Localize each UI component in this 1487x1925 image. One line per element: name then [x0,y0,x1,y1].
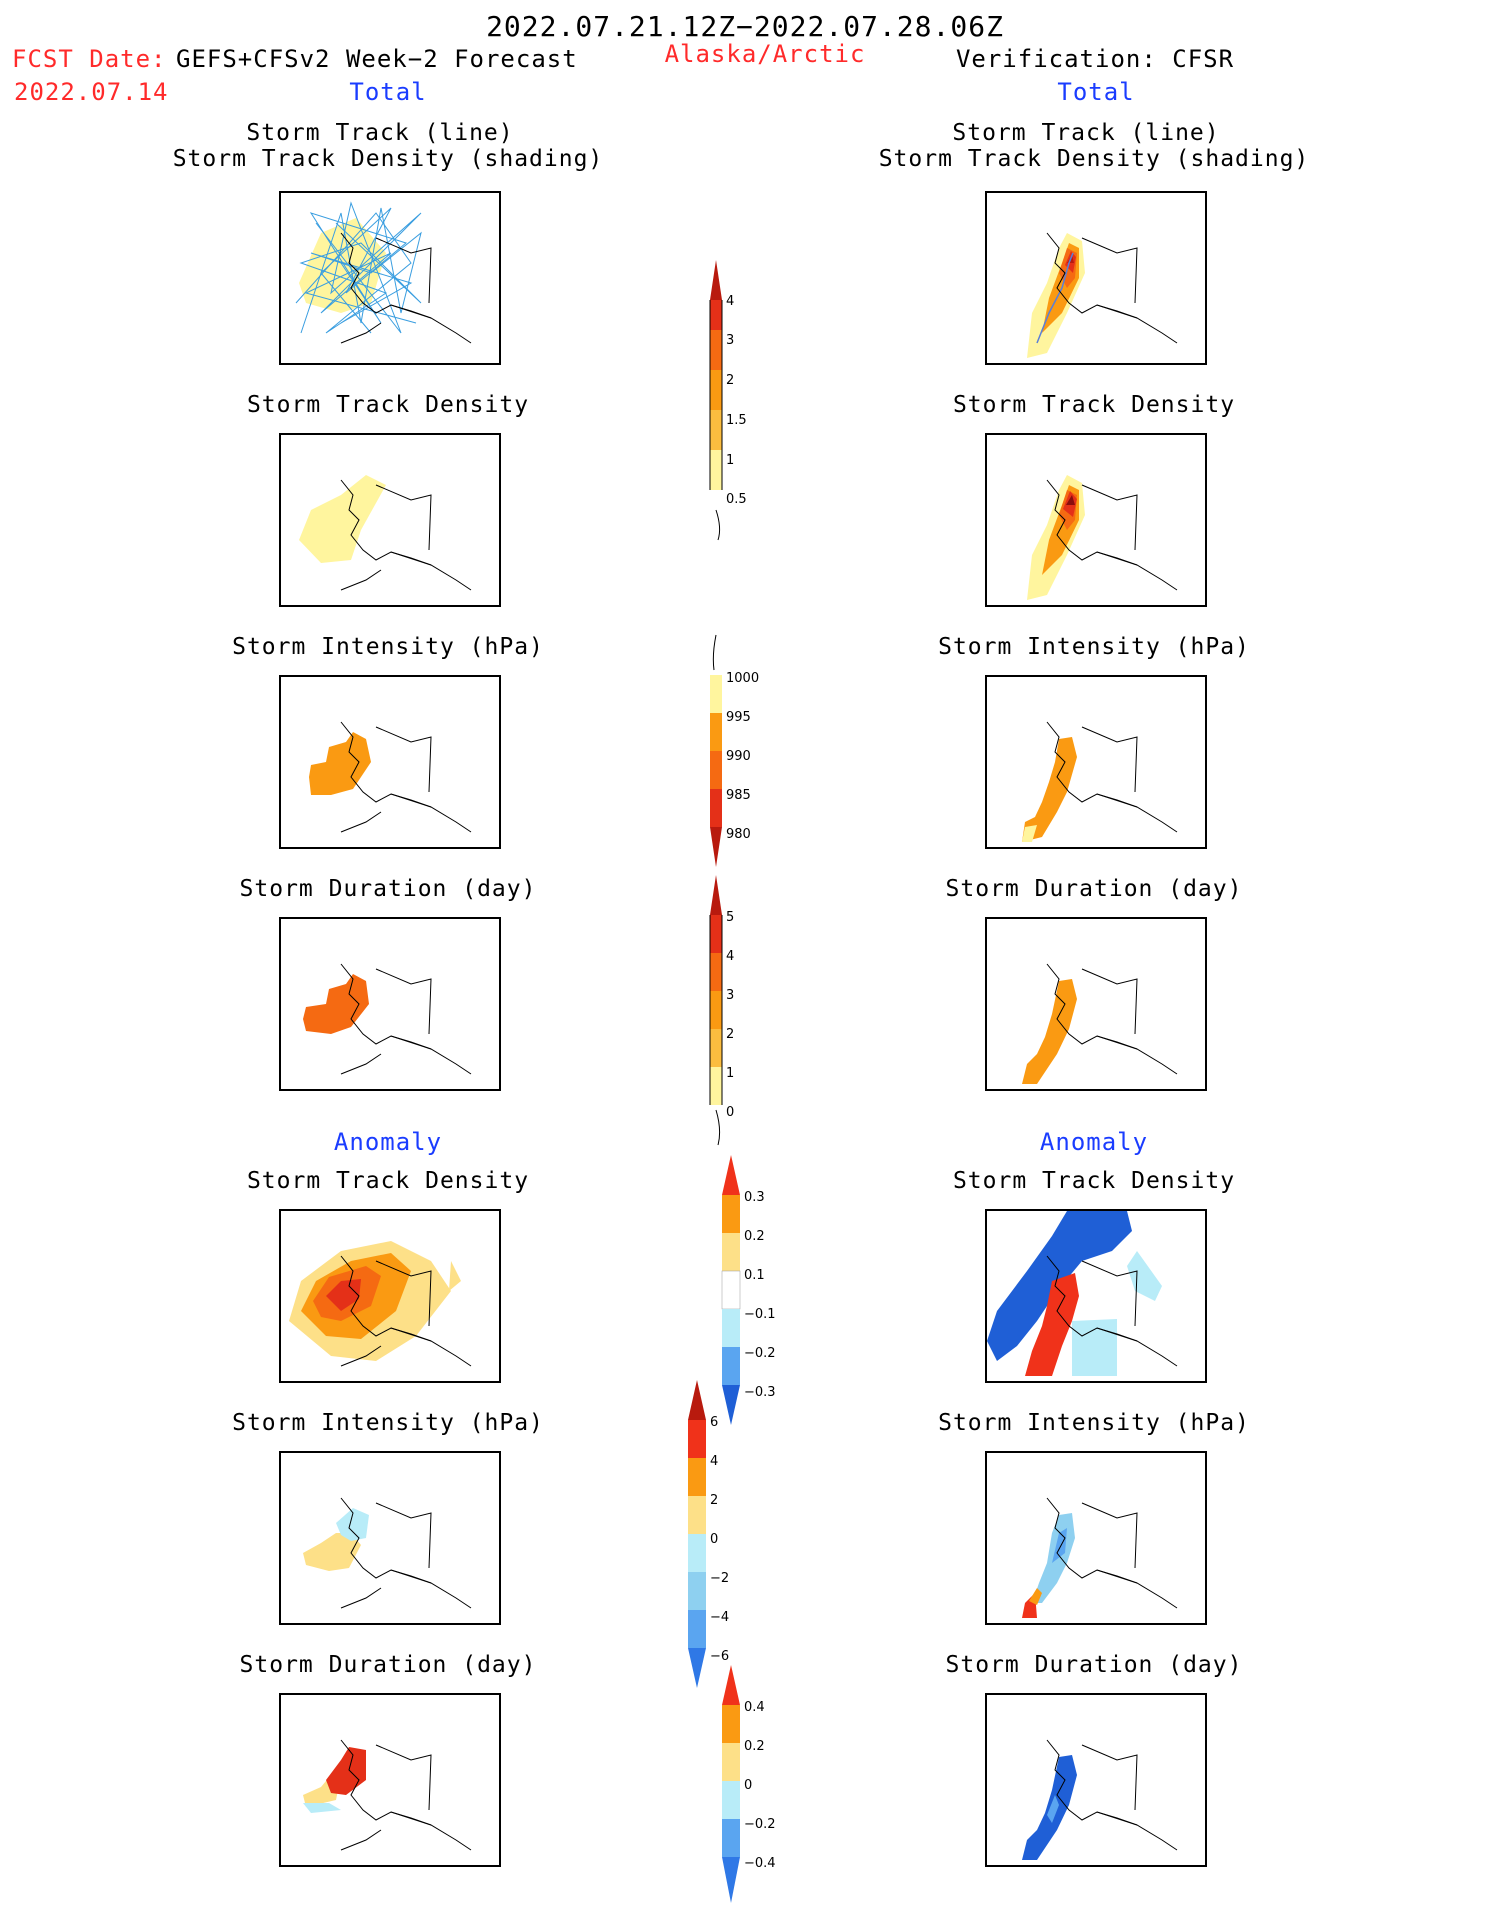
map-left-duration [279,917,501,1091]
cb6-tick-0.4: 0.4 [744,1700,765,1715]
map-left-anom-duration [279,1693,501,1867]
colorbar-intensity-total: 1000 995 990 985 980 [710,634,810,879]
right-anomaly-label: Anomaly [1039,1128,1149,1156]
right-anom-intensity-title: Storm Intensity (hPa) [938,1410,1250,1436]
map-right-duration [985,917,1207,1091]
cb4-tick-neg0.2: −0.2 [744,1346,776,1361]
map-right-track [985,191,1207,365]
right-anom-density-title: Storm Track Density [952,1168,1236,1194]
colorbar-density-anom: 0.3 0.2 0.1 −0.1 −0.2 −0.3 [721,1155,822,1434]
cb5-tick-6: 6 [710,1415,718,1430]
colorbar-duration-anom: 0.4 0.2 0 −0.2 −0.4 [722,1665,822,1924]
left-intensity-title: Storm Intensity (hPa) [232,634,544,660]
left-anomaly-label: Anomaly [333,1128,443,1156]
cb2-tick-995: 995 [726,710,751,725]
cb4-tick-neg0.1: −0.1 [744,1307,776,1322]
left-anom-duration-title: Storm Duration (day) [239,1652,537,1678]
cb6-tick-neg0.4: −0.4 [744,1856,776,1871]
cb1-tick-0.5: 0.5 [726,492,747,507]
map-right-anom-density [985,1209,1207,1383]
cb5-tick-neg6: −6 [710,1649,729,1664]
cb3-tick-1: 1 [726,1066,734,1081]
map-left-anom-density [279,1209,501,1383]
right-anom-duration-title: Storm Duration (day) [945,1652,1243,1678]
cb3-tick-2: 2 [726,1027,734,1042]
coastline [340,232,472,344]
cb1-tick-2: 2 [726,373,734,388]
map-left-track [279,191,501,365]
map-right-density [985,433,1207,607]
right-total-label: Total [1057,78,1135,106]
region-label: Alaska/Arctic [664,40,866,68]
cb6-tick-0: 0 [744,1778,752,1793]
right-track-line-title: Storm Track (line) [952,120,1220,146]
left-density-title: Storm Track Density [246,392,530,418]
cb1-tick-1: 1 [726,453,734,468]
cb6-tick-0.2: 0.2 [744,1739,765,1754]
cb2-tick-985: 985 [726,788,751,803]
fcst-model: GEFS+CFSv2 Week−2 Forecast [176,45,578,73]
map-left-density [279,433,501,607]
fcst-date-value: 2022.07.14 [14,78,169,106]
verification-label: Verification: CFSR [955,45,1235,73]
colorbar-density-total: 4 3 2 1.5 1 0.5 [709,260,810,554]
cb1-tick-1.5: 1.5 [726,413,747,428]
fcst-date-label: FCST Date: [12,45,167,73]
map-right-anom-intensity [985,1451,1207,1625]
map-right-intensity [985,675,1207,849]
colorbar-intensity-anom: 6 4 2 0 −2 −4 −6 [688,1380,788,1699]
map-left-anom-intensity [279,1451,501,1625]
right-density-title: Storm Track Density [952,392,1236,418]
map-right-anom-duration [985,1693,1207,1867]
left-track-shading-title: Storm Track Density (shading) [172,146,604,172]
cb6-tick-neg0.2: −0.2 [744,1817,776,1832]
cb3-tick-4: 4 [726,949,734,964]
cb2-tick-1000: 1000 [726,671,759,686]
cb5-tick-0: 0 [710,1532,718,1547]
cb5-tick-4: 4 [710,1454,718,1469]
cb5-tick-neg4: −4 [710,1610,729,1625]
left-total-label: Total [349,78,427,106]
left-track-line-title: Storm Track (line) [246,120,514,146]
cb4-tick-neg0.3: −0.3 [744,1385,776,1400]
cb3-tick-5: 5 [726,910,734,925]
left-anom-density-title: Storm Track Density [246,1168,530,1194]
cb3-tick-0: 0 [726,1105,734,1120]
period-title: 2022.07.21.12Z−2022.07.28.06Z [486,10,1004,43]
right-duration-title: Storm Duration (day) [945,876,1243,902]
left-duration-title: Storm Duration (day) [239,876,537,902]
cb1-tick-4: 4 [726,294,734,309]
map-left-intensity [279,675,501,849]
cb5-tick-2: 2 [710,1493,718,1508]
cb2-tick-980: 980 [726,827,751,842]
cb4-tick-0.1: 0.1 [744,1268,765,1283]
right-track-shading-title: Storm Track Density (shading) [878,146,1310,172]
left-anom-intensity-title: Storm Intensity (hPa) [232,1410,544,1436]
cb4-tick-0.3: 0.3 [744,1190,765,1205]
cb4-tick-0.2: 0.2 [744,1229,765,1244]
cb3-tick-3: 3 [726,988,734,1003]
cb5-tick-neg2: −2 [710,1571,729,1586]
cb2-tick-990: 990 [726,749,751,764]
cb1-tick-3: 3 [726,333,734,348]
right-intensity-title: Storm Intensity (hPa) [938,634,1250,660]
colorbar-duration-total: 5 4 3 2 1 0 [709,875,810,1154]
